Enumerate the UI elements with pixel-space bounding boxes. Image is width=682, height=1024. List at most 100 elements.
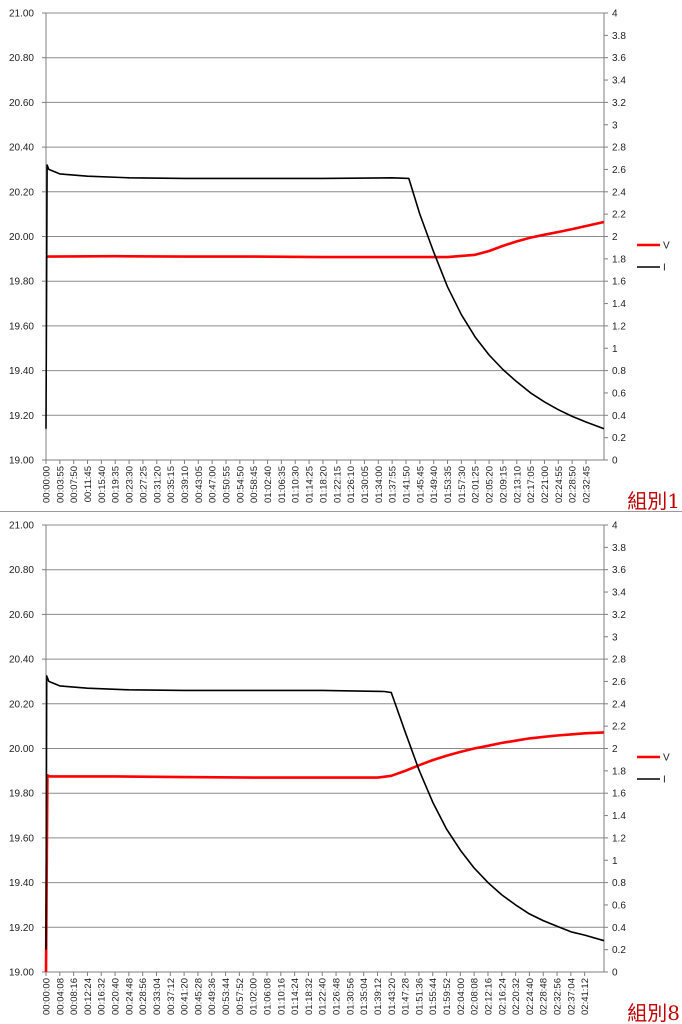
x-tick-label: 01:53:35	[443, 466, 454, 503]
x-tick-label: 00:27:25	[138, 466, 149, 503]
x-tick-label: 02:24:55	[554, 466, 565, 503]
x-tick-label: 02:41:12	[580, 978, 591, 1015]
x-tick-label: 00:35:15	[166, 466, 177, 503]
y-right-tick-label: 2.2	[612, 722, 626, 733]
x-tick-label: 00:33:04	[152, 978, 163, 1015]
legend-label-V: V	[663, 753, 670, 764]
x-tick-label: 00:19:35	[111, 466, 122, 503]
y-right-tick-label: 1.4	[612, 299, 626, 310]
x-tick-label: 01:45:45	[415, 466, 426, 503]
y-right-tick-label: 4	[612, 9, 618, 20]
y-left-tick-label: 20.00	[9, 232, 34, 243]
y-left-tick-label: 19.60	[9, 833, 34, 844]
x-tick-label: 00:57:52	[235, 978, 246, 1015]
x-tick-label: 01:14:25	[305, 466, 316, 503]
y-right-tick-label: 2.2	[612, 210, 626, 221]
y-right-tick-label: 3.4	[612, 588, 626, 599]
series-line-V	[44, 731, 605, 973]
series-line-I	[45, 164, 605, 430]
x-tick-label: 02:17:05	[526, 466, 537, 503]
y-right-tick-label: 1.8	[612, 254, 626, 265]
x-tick-label: 00:53:44	[221, 978, 232, 1015]
series-line-I	[45, 675, 605, 950]
x-tick-label: 02:32:45	[582, 466, 593, 503]
x-tick-label: 00:16:32	[97, 978, 108, 1015]
x-tick-label: 00:20:40	[111, 978, 122, 1015]
x-tick-label: 01:41:50	[402, 466, 413, 503]
chart-group-1: 19.0019.2019.4019.6019.8020.0020.2020.40…	[9, 9, 680, 513]
x-tick-label: 01:35:04	[359, 978, 370, 1015]
y-right-tick-label: 3.6	[612, 53, 626, 64]
y-right-tick-label: 3.4	[612, 76, 626, 87]
panel-divider	[0, 511, 682, 512]
y-right-tick-label: 2.6	[612, 165, 626, 176]
x-tick-label: 00:47:00	[208, 466, 219, 503]
x-tick-label: 01:43:20	[387, 978, 398, 1015]
x-tick-label: 01:06:35	[277, 466, 288, 503]
y-right-tick-label: 1	[612, 344, 618, 355]
legend-label-I: I	[663, 263, 666, 274]
chart-panel-group-8: 19.00 19.20 19.40 19.60 19.80 20.00 20.20 20.40…	[0, 512, 682, 1024]
chart-panel-group-1: 19.00 19.20 19.40 19.60 19.80 20.00 20.20 20.40…	[9, 9, 680, 513]
y-left-tick-label: 20.00	[9, 744, 34, 755]
y-right-tick-label: 2.8	[612, 143, 626, 154]
y-right-tick-label: 2.8	[612, 655, 626, 666]
y-left-tick-label: 19.20	[9, 411, 34, 422]
x-tick-label: 00:49:36	[207, 978, 218, 1015]
x-tick-label: 00:54:50	[235, 466, 246, 503]
x-tick-label: 02:04:00	[456, 978, 467, 1015]
y-left-tick-label: 20.60	[9, 98, 34, 109]
x-tick-label: 02:12:16	[483, 978, 494, 1015]
y-left-tick-label: 19.40	[9, 366, 34, 377]
legend-label-I: I	[663, 775, 666, 786]
y-right-tick-label: 1.2	[612, 833, 626, 844]
x-tick-label: 02:05:20	[485, 466, 496, 503]
y-right-tick-label: 4	[612, 521, 618, 532]
y-left-tick-label: 19.00	[9, 968, 34, 979]
y-left-tick-label: 20.60	[9, 610, 34, 621]
series-line-V	[46, 220, 605, 259]
x-tick-label: 00:39:10	[180, 466, 191, 503]
y-right-tick-label: 2.4	[612, 699, 626, 710]
group-label: 組別8	[627, 1001, 680, 1024]
y-left-tick-label: 19.80	[9, 789, 34, 800]
y-right-tick-label: 3.8	[612, 31, 626, 42]
x-tick-label: 00:31:20	[152, 466, 163, 503]
chart-group-8: 19.0019.2019.4019.6019.8020.0020.2020.40…	[9, 521, 680, 1024]
y-right-tick-label: 3	[612, 632, 618, 643]
x-tick-label: 00:08:16	[69, 978, 80, 1015]
x-tick-label: 01:18:20	[318, 466, 329, 503]
y-left-tick-label: 20.40	[9, 655, 34, 666]
y-right-tick-label: 0.8	[612, 366, 626, 377]
y-left-tick-label: 20.20	[9, 699, 34, 710]
y-left-tick-label: 20.80	[9, 565, 34, 576]
x-tick-label: 01:57:30	[457, 466, 468, 503]
x-tick-label: 02:01:25	[471, 466, 482, 503]
legend-label-V: V	[663, 241, 670, 252]
x-tick-label: 01:10:30	[291, 466, 302, 503]
x-tick-label: 00:03:55	[55, 466, 66, 503]
x-tick-label: 00:00:00	[42, 978, 53, 1015]
x-tick-label: 01:59:52	[442, 978, 453, 1015]
x-tick-label: 01:51:36	[414, 978, 425, 1015]
y-right-tick-label: 0.6	[612, 388, 626, 399]
y-right-tick-label: 0.4	[612, 411, 626, 422]
x-tick-label: 00:23:30	[125, 466, 136, 503]
y-right-tick-label: 3.8	[612, 543, 626, 554]
group-label: 組別1	[627, 489, 680, 512]
x-tick-label: 00:50:55	[222, 466, 233, 503]
x-tick-label: 02:16:24	[497, 978, 508, 1015]
y-right-tick-label: 1.4	[612, 811, 626, 822]
x-tick-label: 00:37:12	[166, 978, 177, 1015]
x-tick-label: 00:58:45	[249, 466, 260, 503]
y-right-tick-label: 1.6	[612, 277, 626, 288]
x-tick-label: 02:28:50	[568, 466, 579, 503]
x-tick-label: 02:13:10	[512, 466, 523, 503]
x-tick-label: 01:30:05	[360, 466, 371, 503]
x-tick-label: 01:26:48	[332, 978, 343, 1015]
y-right-tick-label: 3.2	[612, 610, 626, 621]
x-tick-label: 00:11:45	[83, 466, 94, 502]
x-tick-label: 01:22:40	[318, 978, 329, 1015]
x-tick-label: 01:30:56	[345, 978, 356, 1015]
x-tick-label: 02:09:15	[498, 466, 509, 503]
